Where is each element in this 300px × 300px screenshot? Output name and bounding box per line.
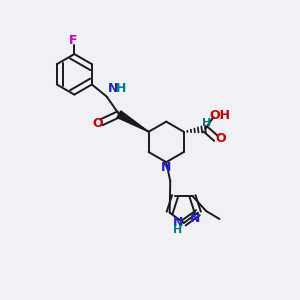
Text: F: F xyxy=(69,34,77,46)
Text: H: H xyxy=(173,225,182,235)
Text: O: O xyxy=(215,132,226,145)
Text: O: O xyxy=(93,117,104,130)
Text: OH: OH xyxy=(209,109,230,122)
Text: N: N xyxy=(161,160,171,173)
Text: N: N xyxy=(172,217,183,230)
Text: N: N xyxy=(190,212,200,225)
Text: H: H xyxy=(116,82,126,95)
Polygon shape xyxy=(117,111,149,132)
Text: H: H xyxy=(202,118,212,128)
Text: N: N xyxy=(108,82,119,95)
